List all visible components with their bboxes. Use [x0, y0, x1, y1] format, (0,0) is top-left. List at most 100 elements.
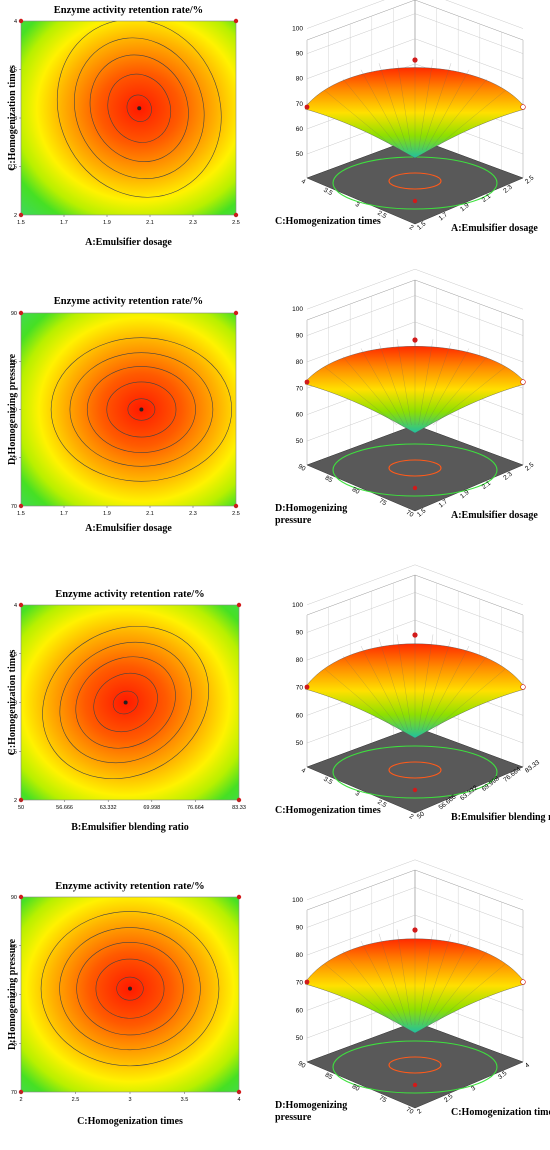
y-tick-label: 4: [14, 19, 17, 25]
x-tick-label: 69.998: [143, 805, 160, 811]
surface-mesh-line: [425, 645, 470, 731]
contour-lines: [50, 337, 232, 482]
y-tick-label: 75: [11, 456, 17, 462]
z-grid-line: [414, 914, 524, 956]
y-tick-label: 3: [354, 790, 361, 798]
y-tick-label: 2: [14, 798, 17, 804]
y-tick-label: 80: [11, 993, 17, 999]
x-axis-label: A:Emulsifier dosage: [85, 523, 172, 534]
y-axis-label: D:Homogenizing: [275, 503, 347, 514]
surface-mesh-line: [425, 940, 470, 1026]
surface-mesh-line: [429, 656, 488, 731]
y-axis-label: C:Homogenization times: [275, 805, 381, 816]
x-axis-label: C:Homogenization times: [77, 1116, 183, 1127]
floor-plane: [306, 1021, 524, 1109]
contour-line: [59, 641, 192, 764]
z-grid-line: [306, 914, 416, 956]
z-tick-label: 70: [296, 385, 304, 392]
z-grid-line: [306, 13, 416, 54]
optimum-point: [123, 700, 128, 705]
y-tick-label: 70: [405, 509, 415, 519]
z-tick-label: 80: [296, 76, 304, 83]
x-tick-label: 50: [416, 810, 426, 820]
surface-mesh-line: [396, 59, 412, 151]
x-tick-label: 63.332: [100, 805, 117, 811]
contour-lines: [40, 911, 220, 1067]
surface-mesh-line: [422, 933, 452, 1026]
floor-contour-inner: [388, 172, 442, 190]
x-tick-label: 2.1: [481, 480, 493, 491]
x-tick-label: 2.1: [146, 220, 154, 226]
y-tick-label: 2.5: [9, 165, 17, 171]
z-grid-line: [306, 619, 416, 661]
y-tick-label: 3: [354, 201, 361, 209]
floor-plane: [306, 137, 524, 225]
x-tick-label: 1.7: [60, 511, 68, 517]
x-tick-label: 1.5: [17, 220, 25, 226]
y-tick-label: 2: [408, 224, 415, 232]
floor-plane: [306, 424, 524, 512]
chart-title: Enzyme activity retention rate/%: [55, 589, 204, 600]
x-tick-label: 2.5: [524, 461, 536, 472]
surface-mesh-line: [418, 339, 434, 426]
y-tick-label: 4: [14, 603, 17, 609]
surface-mesh-line: [342, 356, 401, 426]
x-tick-label: 2: [416, 1108, 423, 1116]
x-tick-label: 4: [524, 1062, 531, 1070]
design-point: [304, 979, 310, 985]
y-tick-label: 80: [351, 1083, 361, 1093]
contour-line: [127, 398, 156, 421]
y-axis-label: C:Homogenization times: [7, 649, 18, 755]
x-tick-label: 2.5: [72, 1097, 80, 1103]
surface-mesh-line: [324, 367, 398, 426]
y-tick-label: 4: [300, 767, 307, 775]
surface-mesh-line: [429, 356, 488, 426]
floor-contour-outer: [332, 745, 498, 799]
contour-fill: [20, 604, 240, 801]
x-axis-label: B:Emulsifier blending ratio: [451, 812, 550, 823]
surface-mesh-line: [360, 940, 405, 1026]
surface-mesh-line: [432, 963, 506, 1026]
contour-line: [50, 337, 232, 482]
y-tick-label: 70: [11, 1090, 17, 1096]
design-point: [520, 379, 526, 385]
surface-mesh-line: [429, 951, 488, 1026]
y-tick-label: 2: [408, 813, 415, 821]
design-point: [520, 684, 526, 690]
z-tick-label: 60: [296, 412, 304, 419]
design-point: [412, 1082, 418, 1088]
z-grid-line: [414, 321, 524, 363]
floor-contour-inner: [388, 459, 442, 477]
x-tick-label: 2.5: [232, 220, 240, 226]
z-grid-line: [306, 321, 416, 363]
y-axis-label: pressure: [275, 1112, 312, 1123]
x-tick-label: 1.9: [459, 202, 471, 213]
design-point: [412, 57, 418, 63]
surface-mesh-line: [418, 634, 434, 731]
y-tick-label: 2.5: [9, 749, 17, 755]
surface-mesh-line: [418, 929, 434, 1026]
surface-mesh-line: [378, 638, 408, 731]
design-point: [233, 310, 239, 316]
z-tick-label: 90: [296, 629, 304, 636]
x-tick-label: 1.5: [416, 507, 428, 518]
surface-mesh-line: [360, 69, 405, 151]
contour-fill: [20, 896, 240, 1093]
z-tick-label: 90: [296, 51, 304, 58]
design-point: [520, 979, 526, 985]
contour-plot-3: Enzyme activity retention rate/% 50 56.666…: [7, 589, 246, 833]
design-point: [236, 894, 242, 900]
design-point: [412, 485, 418, 491]
x-axis-label: A:Emulsifier dosage: [451, 510, 538, 521]
x-tick-label: 2.3: [502, 470, 514, 481]
y-tick-label: 3: [14, 701, 17, 707]
surface-mesh-line: [378, 63, 408, 151]
surface-mesh-line: [422, 342, 452, 426]
y-tick-label: 70: [11, 504, 17, 510]
z-tick-label: 100: [292, 602, 303, 609]
z-grid-line: [414, 592, 524, 633]
contour-line: [93, 672, 158, 733]
z-tick-label: 80: [296, 952, 304, 959]
contour-line: [74, 37, 205, 180]
